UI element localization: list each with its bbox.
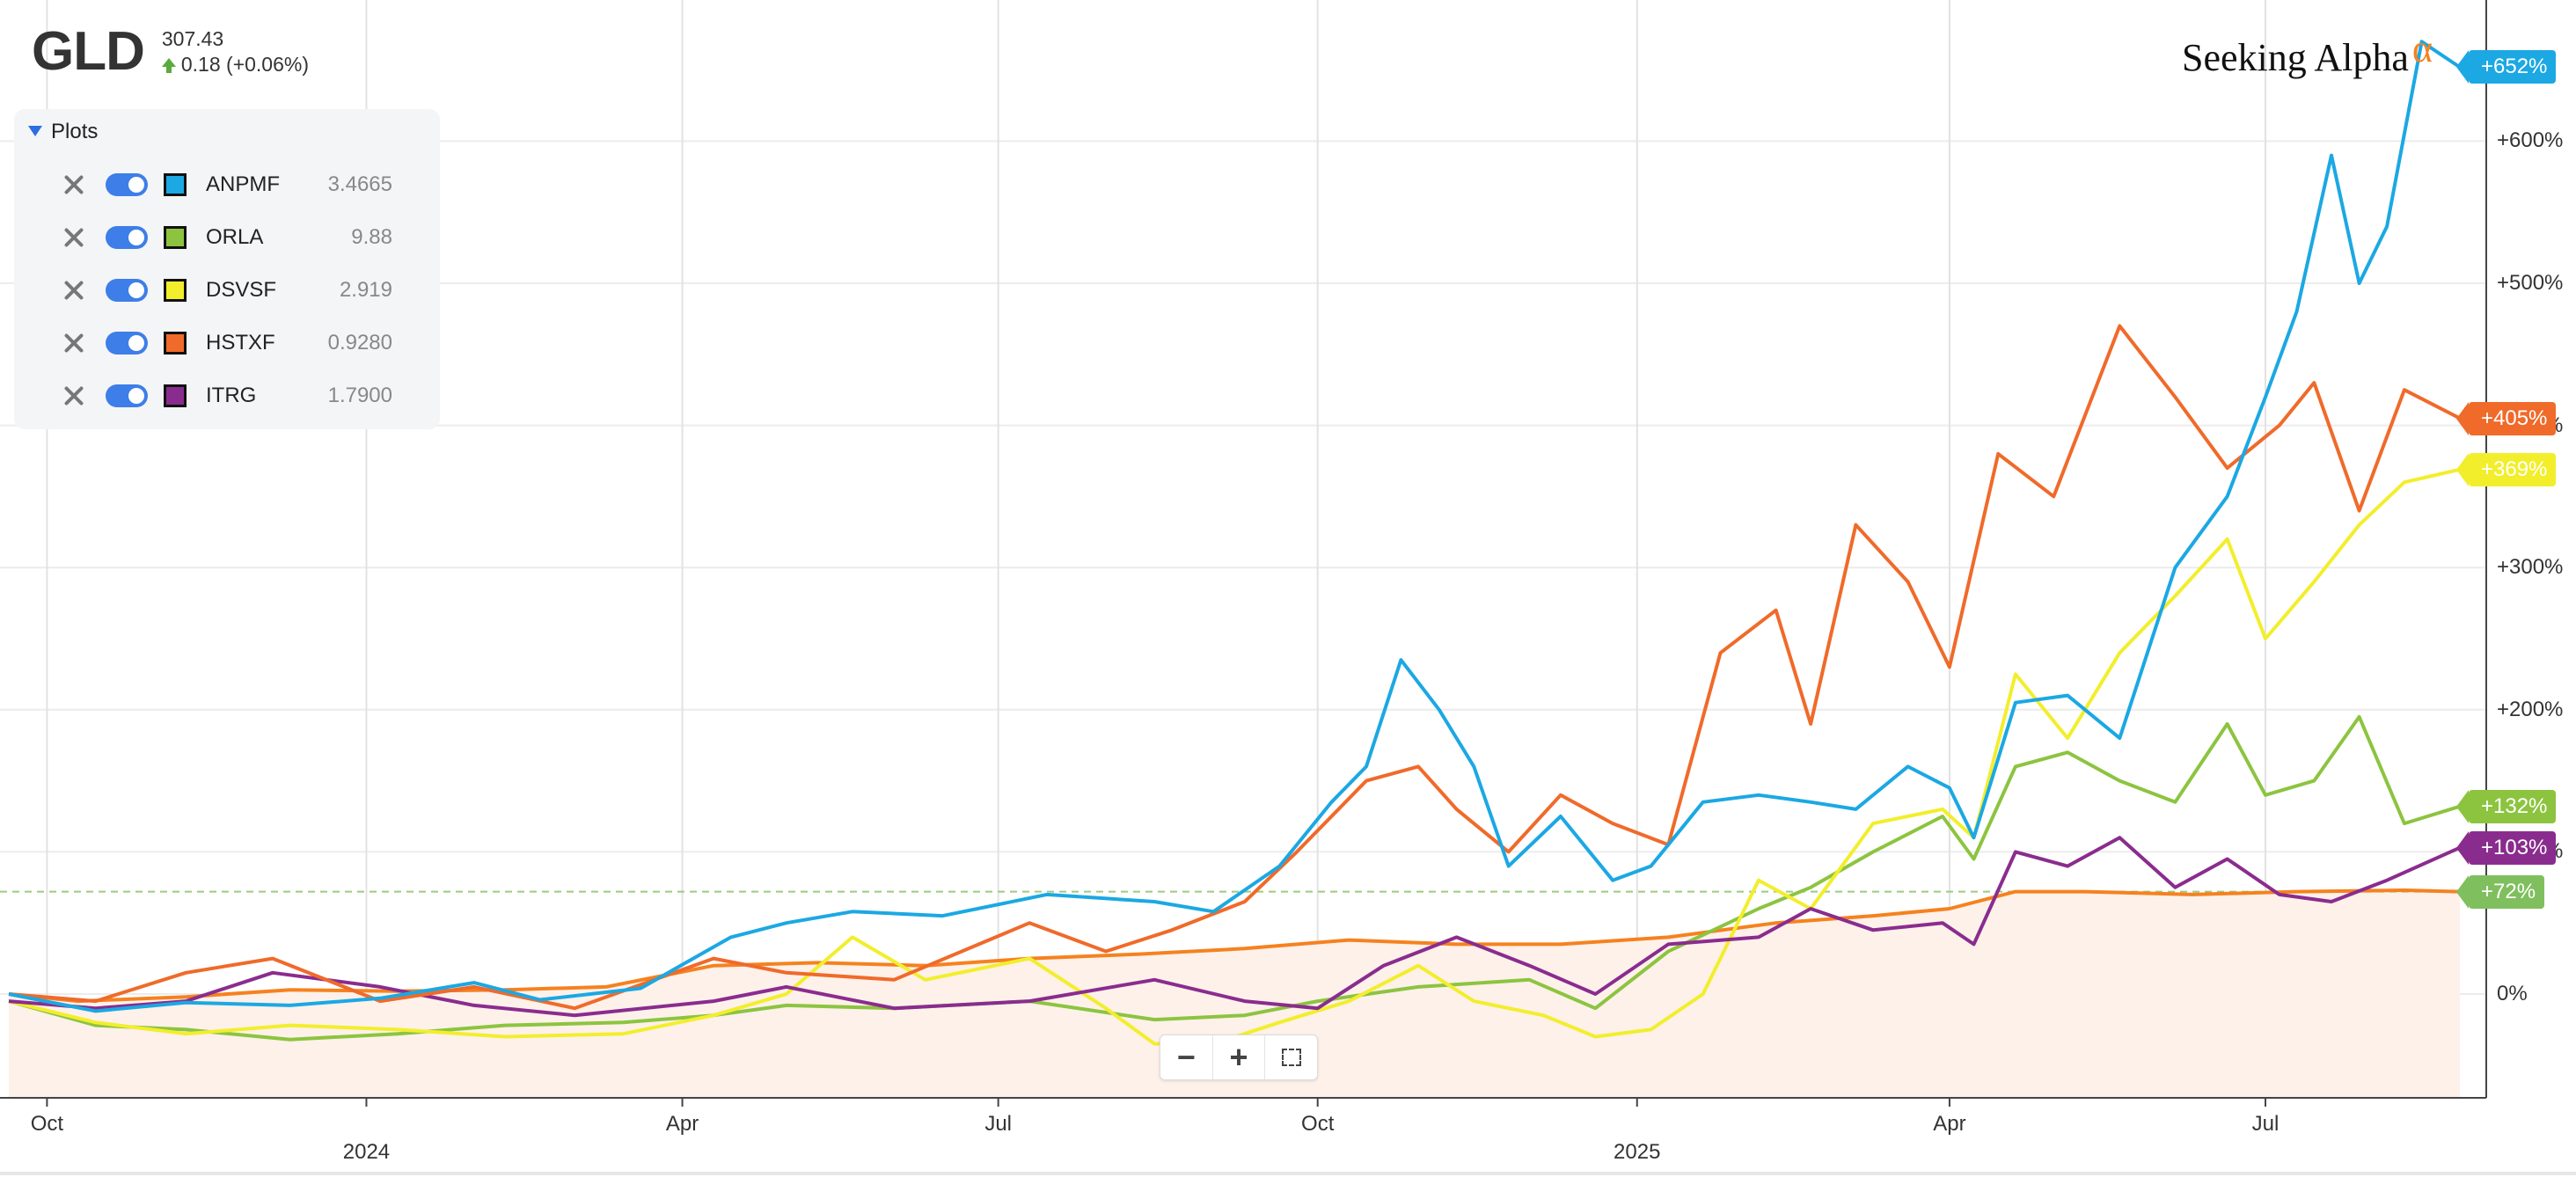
x-tick-label: Apr [1933, 1112, 1966, 1136]
plot-row-itrg: ITRG 1.7900 [14, 369, 440, 422]
fit-screen-button[interactable] [1265, 1035, 1317, 1079]
color-swatch[interactable] [164, 332, 187, 355]
toggle-switch[interactable] [106, 384, 148, 407]
ticker-header: GLD 307.43 0.18 (+0.06%) [32, 21, 309, 83]
toggle-switch[interactable] [106, 226, 148, 249]
plot-symbol: HSTXF [206, 331, 275, 355]
value-badge: +132% [2455, 789, 2557, 823]
close-icon[interactable] [62, 331, 86, 355]
seeking-alpha-logo: Seeking Alpha α [2182, 27, 2433, 80]
plot-row-anpmf: ANPMF 3.4665 [14, 158, 440, 211]
plot-symbol: ORLA [206, 225, 264, 249]
value-badge: +103% [2455, 830, 2557, 865]
plot-value: 9.88 [351, 225, 392, 249]
plot-value: 0.9280 [327, 331, 392, 355]
toggle-knob [128, 177, 144, 193]
y-tick-label: +600% [2497, 128, 2564, 153]
color-swatch[interactable] [164, 279, 187, 302]
series-line-hstxf [8, 324, 2461, 1011]
year-label: 2025 [1614, 1140, 1661, 1164]
color-swatch[interactable] [164, 226, 187, 249]
value-badge: +72% [2455, 874, 2545, 909]
y-tick-label: +300% [2497, 555, 2564, 580]
value-badge: +652% [2455, 50, 2557, 84]
color-swatch[interactable] [164, 384, 187, 407]
series-line-itrg [8, 836, 2461, 1018]
chart-series-layer [8, 40, 2462, 1046]
price-change: 0.18 (+0.06%) [161, 51, 309, 77]
up-arrow-icon [161, 58, 176, 73]
x-tick-label: Oct [30, 1112, 64, 1136]
plots-panel: Plots ANPMF 3.4665 ORLA 9.88 DSVSF 2.919 HSTXF… [14, 109, 440, 429]
close-icon[interactable] [62, 225, 86, 250]
value-badge: +369% [2455, 452, 2557, 486]
toggle-knob [128, 282, 144, 298]
plot-value: 1.7900 [327, 384, 392, 407]
close-icon[interactable] [62, 384, 86, 408]
series-line-orla [8, 714, 2461, 1042]
toggle-switch[interactable] [106, 332, 148, 355]
plot-symbol: ITRG [206, 384, 257, 407]
plot-row-dsvsf: DSVSF 2.919 [14, 264, 440, 317]
value-badge: +405% [2455, 401, 2557, 435]
close-icon[interactable] [62, 278, 86, 303]
series-line-anpmf [8, 40, 2462, 1013]
x-tick-label: Oct [1301, 1112, 1335, 1136]
toggle-knob [128, 230, 144, 245]
toggle-knob [128, 335, 144, 351]
plots-toggle[interactable]: Plots [28, 120, 98, 144]
y-tick-label: +200% [2497, 697, 2564, 721]
toggle-switch[interactable] [106, 173, 148, 196]
x-tick-label: Jul [2251, 1112, 2280, 1136]
toggle-knob [128, 388, 144, 404]
year-label: 2024 [342, 1140, 391, 1164]
price-change-text: 0.18 (+0.06%) [180, 53, 309, 76]
ticker-symbol: GLD [32, 21, 145, 82]
color-swatch[interactable] [164, 173, 187, 196]
zoom-in-button[interactable]: + [1213, 1035, 1266, 1079]
logo-text: Seeking Alpha [2182, 36, 2409, 79]
plot-symbol: ANPMF [206, 172, 280, 196]
y-tick-label: +500% [2497, 271, 2564, 295]
x-tick-label: Apr [665, 1112, 699, 1136]
plot-symbol: DSVSF [206, 278, 277, 302]
plot-row-orla: ORLA 9.88 [14, 211, 440, 264]
plot-value: 2.919 [339, 278, 392, 302]
series-line-dsvsf [8, 467, 2461, 1046]
chart-area-layer [9, 890, 2460, 1098]
gld-area-fill [9, 890, 2460, 1098]
alpha-icon: α [2411, 27, 2433, 70]
close-icon[interactable] [62, 172, 86, 197]
zoom-controls: − + [1160, 1034, 1318, 1080]
y-tick-label: 0% [2497, 982, 2528, 1005]
toggle-switch[interactable] [106, 279, 148, 302]
plots-title: Plots [51, 120, 99, 143]
x-tick-label: Jul [984, 1112, 1012, 1136]
zoom-out-button[interactable]: − [1160, 1035, 1213, 1079]
plot-value: 3.4665 [327, 172, 392, 196]
fullscreen-icon [1281, 1049, 1301, 1066]
caret-down-icon [28, 126, 42, 136]
price-block: 307.43 0.18 (+0.06%) [161, 26, 309, 77]
last-price: 307.43 [161, 27, 224, 50]
plot-row-hstxf: HSTXF 0.9280 [14, 317, 440, 369]
